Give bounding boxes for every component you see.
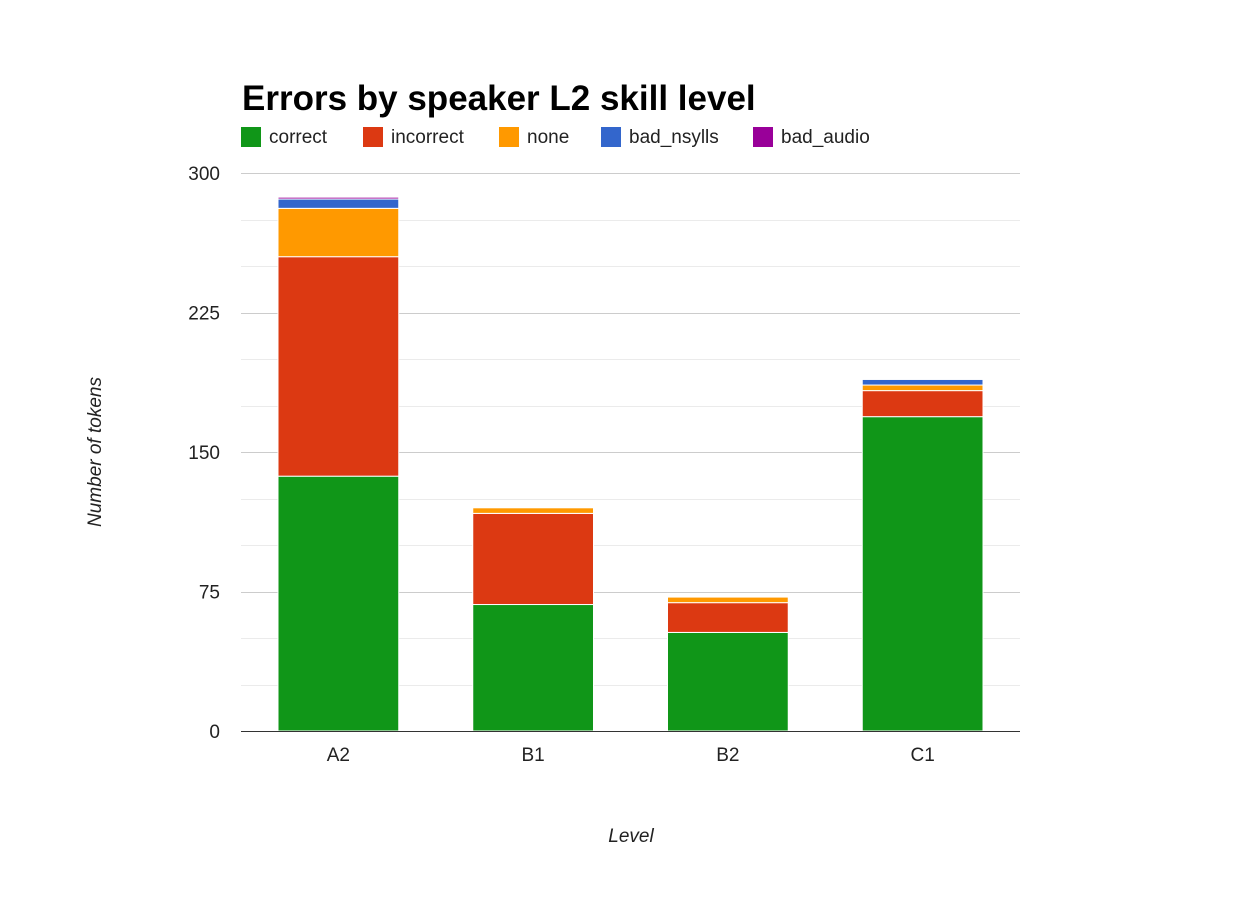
legend: correct incorrect none bad_nsylls bad_audio xyxy=(241,127,870,148)
legend-swatch-bad_audio xyxy=(753,127,773,147)
bar-B2-none xyxy=(667,596,789,604)
bar-A2-incorrect xyxy=(277,256,400,477)
x-tick-label: B2 xyxy=(716,745,739,766)
legend-label-bad_nsylls: bad_nsylls xyxy=(629,127,719,148)
bars xyxy=(277,196,984,732)
y-axis-label: Number of tokens xyxy=(85,377,106,527)
y-tick-label: 0 xyxy=(209,722,220,743)
legend-label-incorrect: incorrect xyxy=(391,127,465,148)
y-tick-label: 300 xyxy=(188,164,220,185)
bar-B1-incorrect xyxy=(472,512,594,606)
y-axis-ticks: 0 75 150 225 300 xyxy=(188,164,220,743)
y-tick-label: 75 xyxy=(199,583,220,604)
x-tick-label: B1 xyxy=(522,745,545,766)
bar-B2-incorrect xyxy=(667,602,789,633)
bar-C1-correct xyxy=(861,416,984,732)
chart-title: Errors by speaker L2 skill level xyxy=(242,79,756,118)
legend-swatch-bad_nsylls xyxy=(601,127,621,147)
bar-A2-bad_audio xyxy=(277,196,400,200)
bar-A2-none xyxy=(277,207,400,258)
y-tick-label: 225 xyxy=(188,304,220,325)
bar-B1-correct xyxy=(472,604,594,732)
x-tick-label: C1 xyxy=(910,745,934,766)
bar-B1-none xyxy=(472,507,594,514)
x-axis-ticks: A2 B1 B2 C1 xyxy=(327,745,935,766)
legend-swatch-correct xyxy=(241,127,261,147)
bar-A2-correct xyxy=(277,475,400,732)
bar-C1-none xyxy=(861,384,984,392)
legend-swatch-none xyxy=(499,127,519,147)
legend-label-none: none xyxy=(527,127,569,148)
bar-B2-correct xyxy=(667,631,789,732)
x-axis-label: Level xyxy=(608,826,654,847)
legend-label-bad_audio: bad_audio xyxy=(781,127,870,148)
bar-C1-bad_nsylls xyxy=(861,378,984,386)
bar-C1-incorrect xyxy=(861,390,984,418)
y-tick-label: 150 xyxy=(188,443,220,464)
bar-A2-bad_nsylls xyxy=(277,198,400,209)
legend-swatch-incorrect xyxy=(363,127,383,147)
legend-label-correct: correct xyxy=(269,127,328,148)
x-tick-label: A2 xyxy=(327,745,350,766)
